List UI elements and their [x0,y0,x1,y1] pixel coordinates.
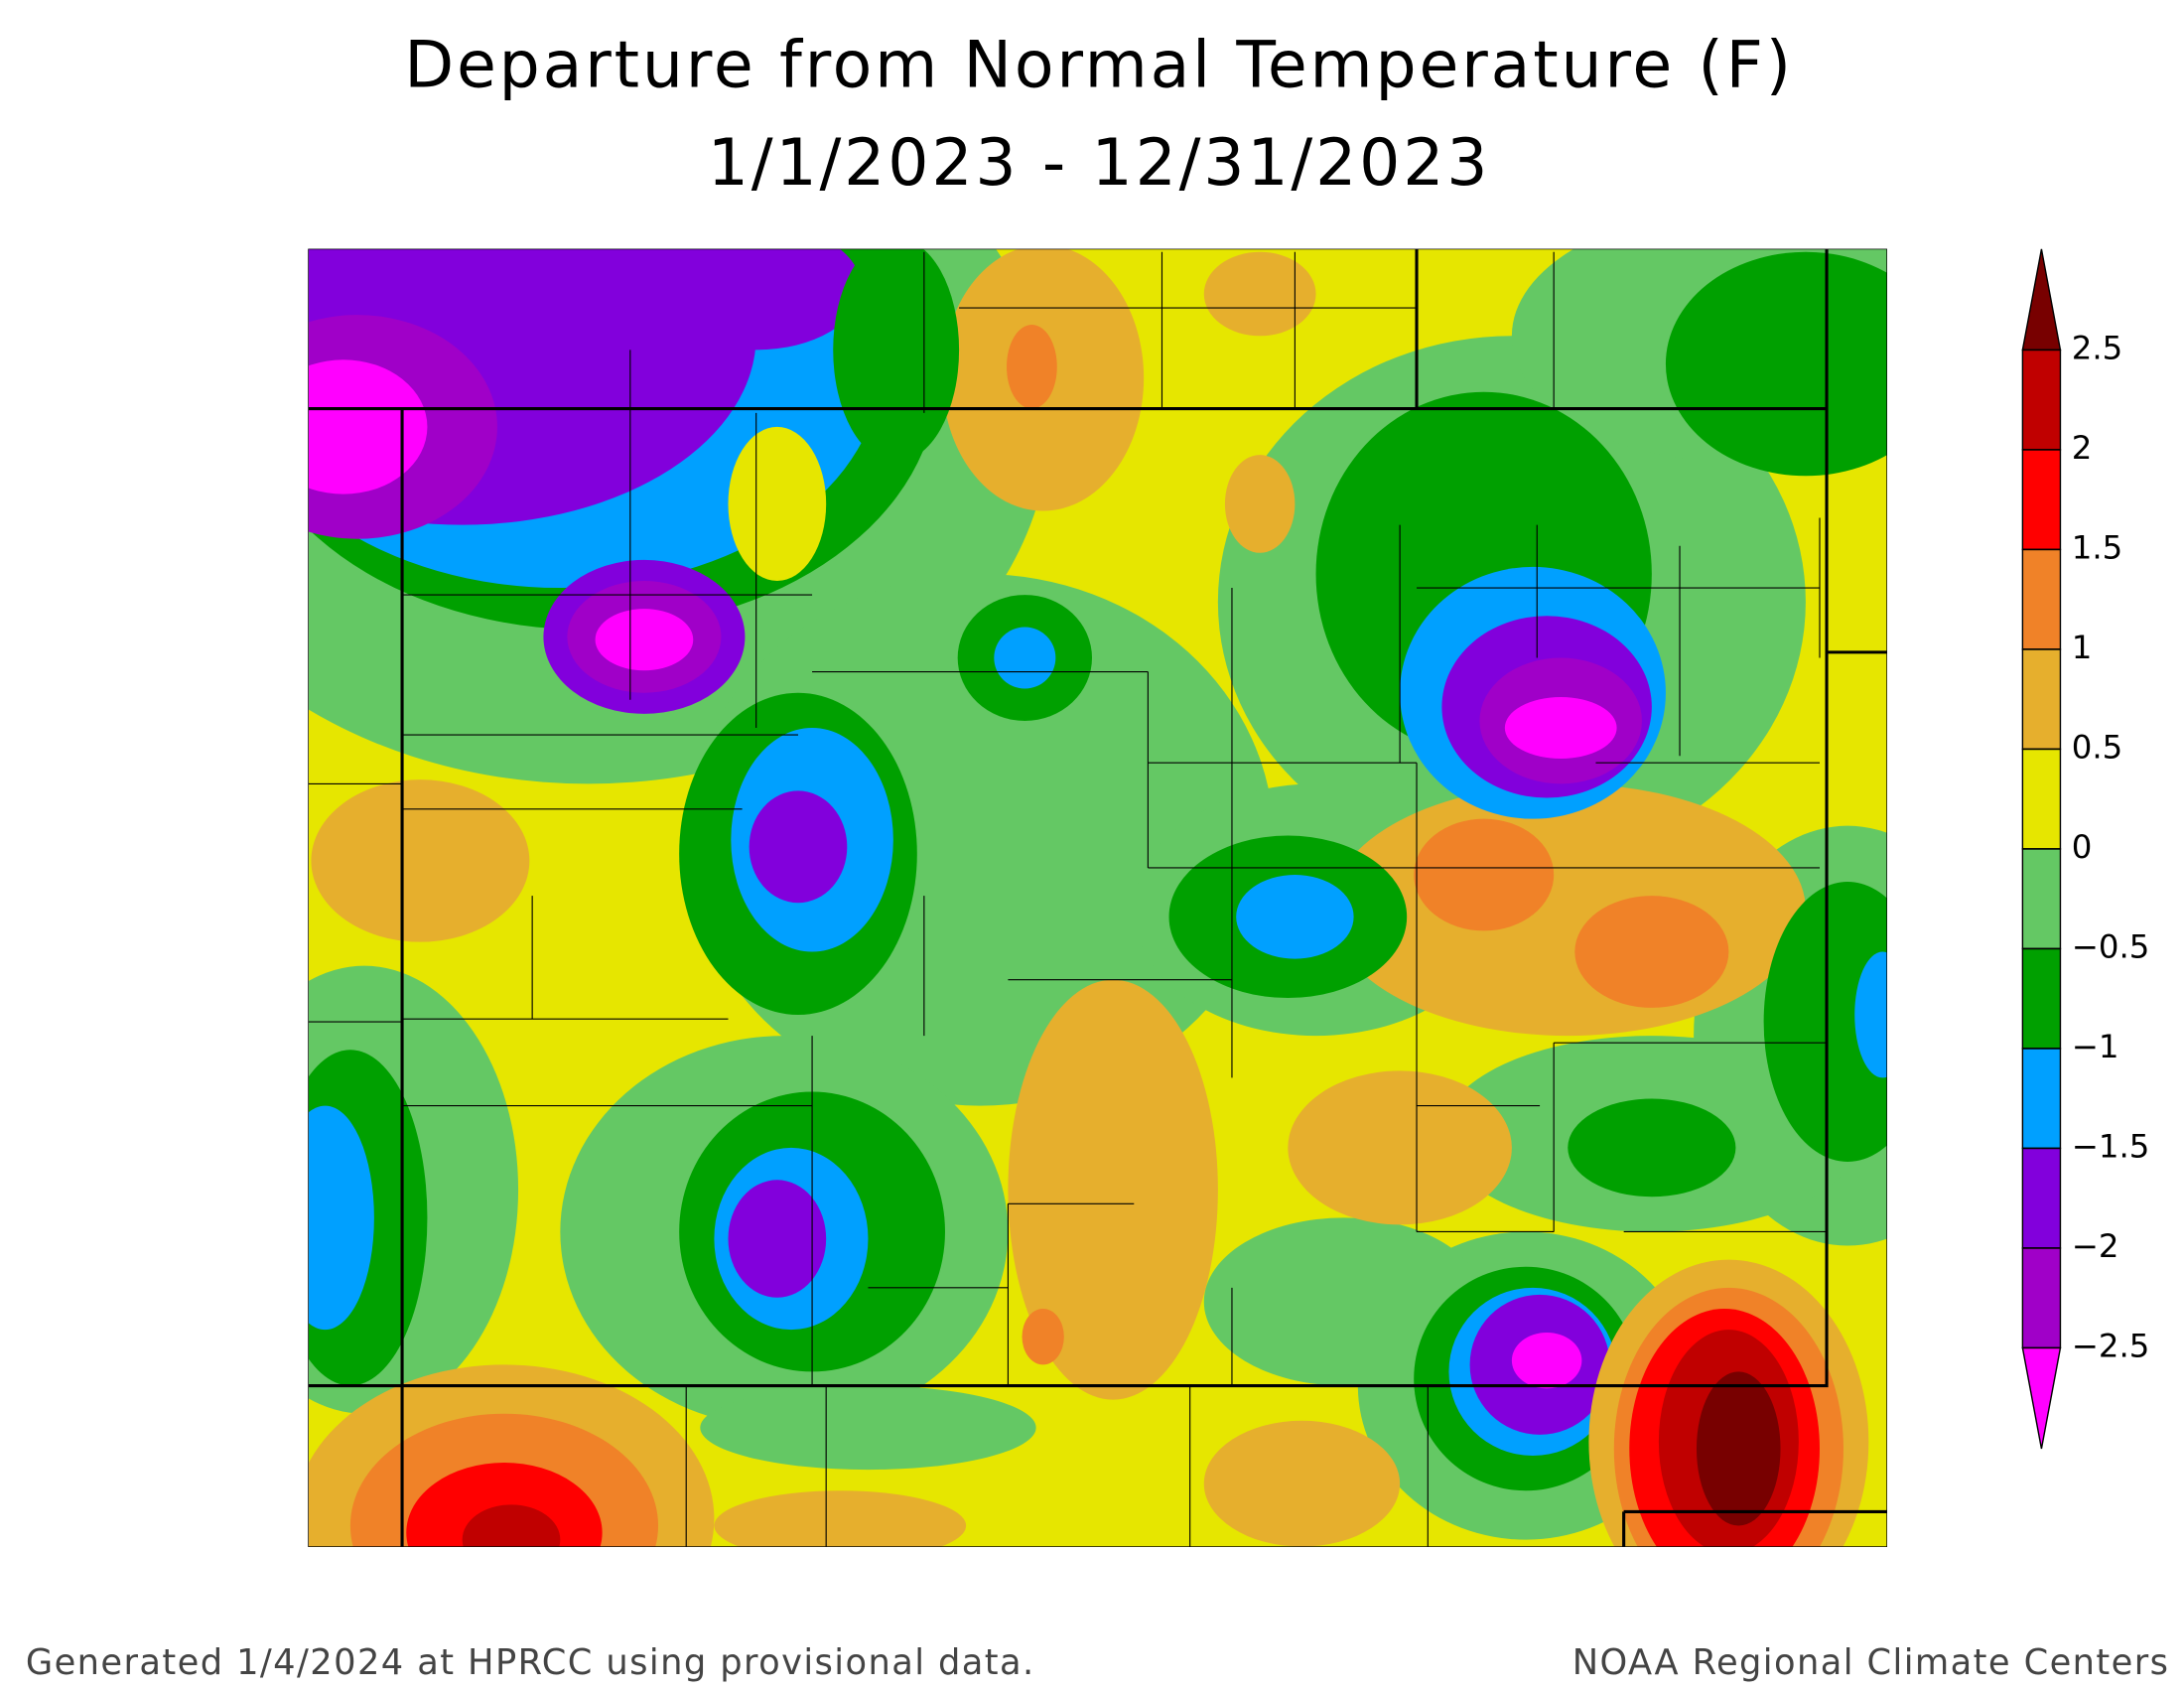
footer-left: Generated 1/4/2024 at HPRCC using provis… [26,1642,1035,1683]
colorbar-band [2021,449,2062,551]
colorbar-label: 1.5 [2072,528,2123,566]
colorbar-band [2021,1048,2062,1150]
colorbar-band [2021,848,2062,950]
colorbar-label: 1 [2072,629,2093,666]
colorbar-band [2021,548,2062,650]
colorbar-end [2021,248,2062,352]
colorbar: 2.5 2 1.5 1 0.5 0 −0.5 −1 −1.5 −2 −2.5 [2021,248,2150,1450]
colorbar-label: −1 [2072,1028,2119,1065]
colorbar-label: −2.5 [2072,1327,2150,1364]
footer-right: NOAA Regional Climate Centers [1572,1642,2170,1683]
colorbar-label: 0 [2072,828,2093,866]
colorbar-band [2021,1247,2062,1349]
map [308,248,1887,1547]
colorbar-end [2021,1346,2062,1450]
colorbar-band [2021,1147,2062,1249]
colorbar-label: 2.5 [2072,329,2123,366]
colorbar-band [2021,349,2062,451]
colorbar-band [2021,648,2062,751]
title: Departure from Normal Temperature (F) [404,28,1794,102]
colorbar-label: −2 [2072,1227,2119,1265]
colorbar-band [2021,947,2062,1050]
colorbar-label: −0.5 [2072,927,2150,965]
colorbar-label: 2 [2072,429,2093,467]
colorbar-label: −1.5 [2072,1127,2150,1165]
colorbar-label: 0.5 [2072,728,2123,766]
subtitle: 1/1/2023 - 12/31/2023 [708,126,1491,201]
colorbar-band [2021,748,2062,850]
